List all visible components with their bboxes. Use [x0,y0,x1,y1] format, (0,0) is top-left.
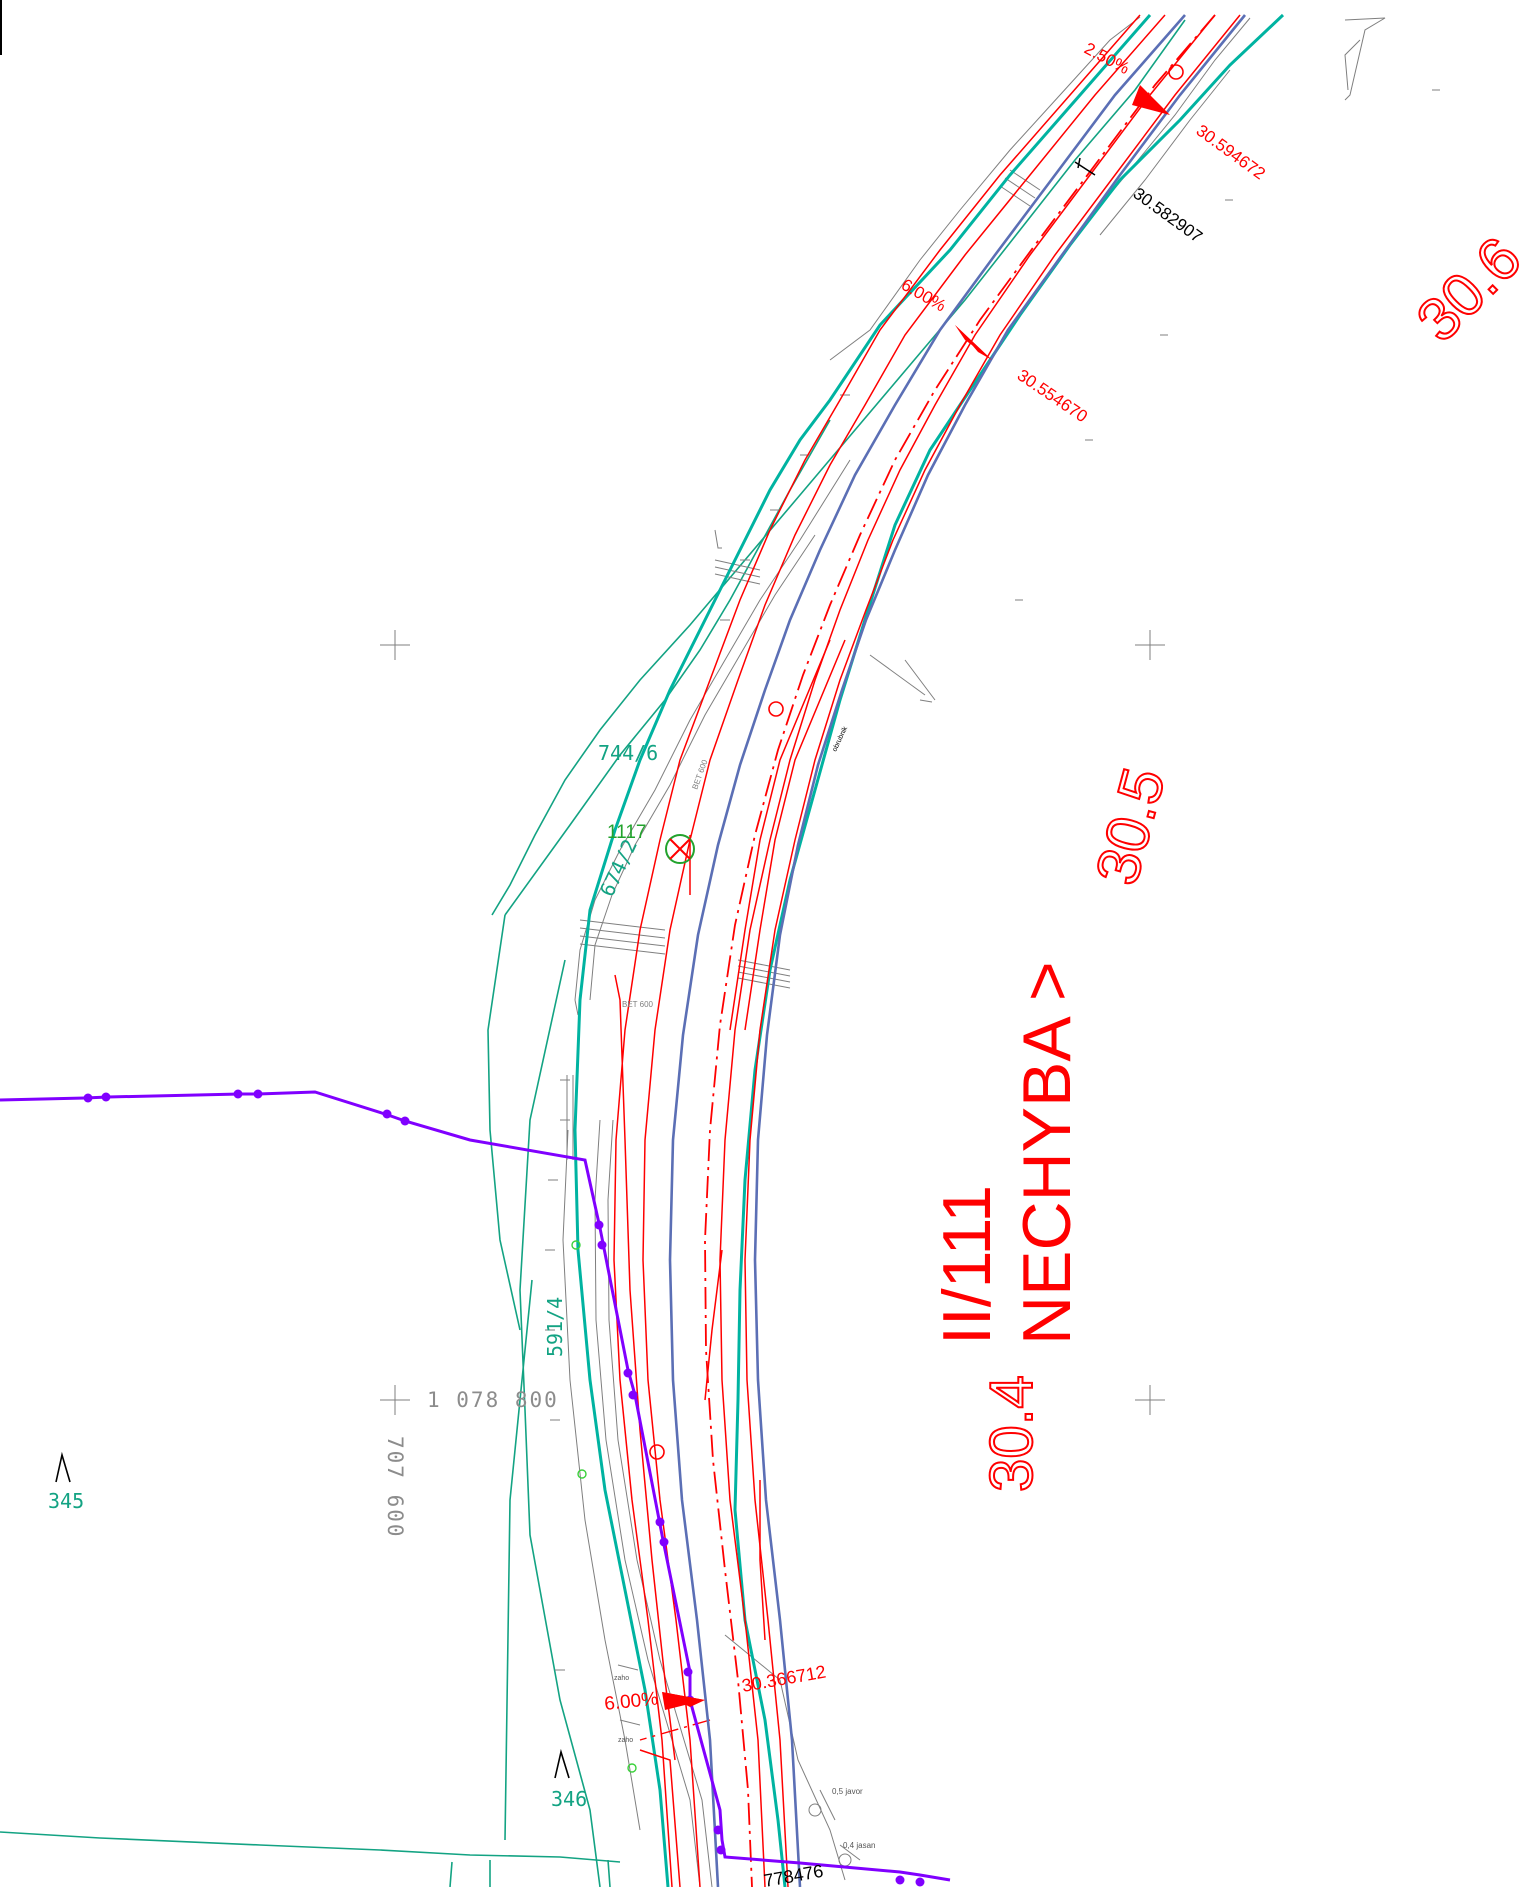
chainage-label-3: 30.554670 [1014,366,1091,427]
point-id-label: 1117 [607,822,646,843]
station-arrows [662,85,1170,1710]
km-label-30-6: 30.6 [1404,224,1523,354]
utility-line [0,1089,951,1887]
note-bet-1: BET 600 [622,1000,654,1009]
road-direction-label: NECHYBA > [1009,961,1085,1345]
control-point-1117 [665,834,695,864]
terrain-symbols [55,1451,570,1779]
station-markers [649,64,1184,1460]
km-label-30-4: 30.4 [978,1375,1045,1492]
road-name-label: II/111 [929,1185,1005,1345]
note-1: zaho [614,1675,629,1682]
coordinate-x-label: 707 600 [383,1436,407,1539]
km-label-30-5: 30.5 [1083,761,1178,891]
chainage-label-2: 30.582907 [1130,184,1206,247]
road-edges [613,14,1241,1887]
parcel-label-345: 345 [48,1489,84,1513]
parcel-label-591-4: 591/4 [543,1297,567,1357]
survey-points [571,1240,637,1773]
chainage-label-1: 30.594672 [1193,121,1269,184]
parcel-label-744-6: 744/6 [598,741,658,765]
survey-details [380,16,1440,1887]
lane-lines [668,14,1247,1887]
station-tick [1074,157,1096,176]
note-tree-2: 0,4 jasan [843,1841,875,1850]
note-3: obrubnik [831,725,849,753]
parcel-label-346: 346 [551,1787,587,1811]
secondary-axis [639,1719,711,1741]
parcel-boundaries [0,19,1186,1887]
note-tree-1: 0,5 javor [832,1787,863,1796]
note-2: zaho [618,1737,633,1744]
chainage-label-5: 778476 [762,1861,825,1887]
coordinate-y-label: 1 078 800 [427,1388,559,1412]
slope-label-3: 6.00% [603,1688,659,1715]
road-centerline [704,14,1216,1887]
